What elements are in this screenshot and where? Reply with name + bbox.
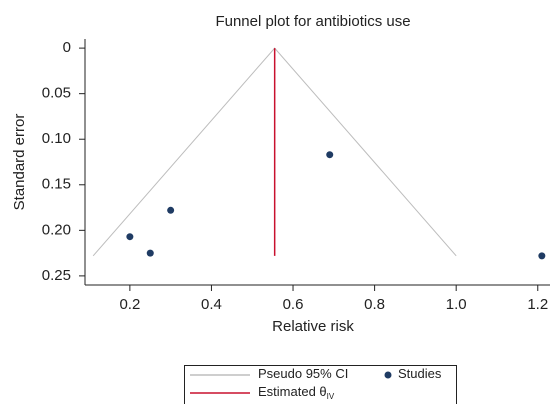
chart-title: Funnel plot for antibiotics use <box>215 13 410 30</box>
legend-label: Estimated θIV <box>258 384 335 401</box>
x-tick-label: 0.6 <box>283 296 304 313</box>
y-tick-label: 0.10 <box>42 130 71 147</box>
y-tick-label: 0.20 <box>42 221 71 238</box>
y-tick-label: 0.25 <box>42 267 71 284</box>
legend-label-text: Estimated θ <box>258 384 327 399</box>
legend-label: Pseudo 95% CI <box>258 366 348 381</box>
legend-box <box>184 365 457 404</box>
x-axis-label: Relative risk <box>272 318 354 335</box>
legend-label-subscript: IV <box>327 392 335 401</box>
legend-label-text: Pseudo 95% CI <box>258 366 348 381</box>
y-tick-label: 0 <box>63 39 71 56</box>
legend-label-text: Studies <box>398 366 442 381</box>
x-tick-label: 0.8 <box>364 296 385 313</box>
study-point <box>538 252 546 260</box>
study-point <box>326 151 334 159</box>
legend-swatch <box>384 371 392 379</box>
x-tick-label: 1.2 <box>527 296 548 313</box>
y-tick-label: 0.15 <box>42 176 71 193</box>
y-tick-label: 0.05 <box>42 85 71 102</box>
study-point <box>146 249 154 257</box>
y-axis-label: Standard error <box>11 114 28 211</box>
study-point <box>126 233 134 241</box>
x-tick-label: 0.4 <box>201 296 222 313</box>
x-tick-label: 1.0 <box>446 296 467 313</box>
legend-label: Studies <box>398 366 442 381</box>
x-tick-label: 0.2 <box>119 296 140 313</box>
study-point <box>167 206 175 214</box>
